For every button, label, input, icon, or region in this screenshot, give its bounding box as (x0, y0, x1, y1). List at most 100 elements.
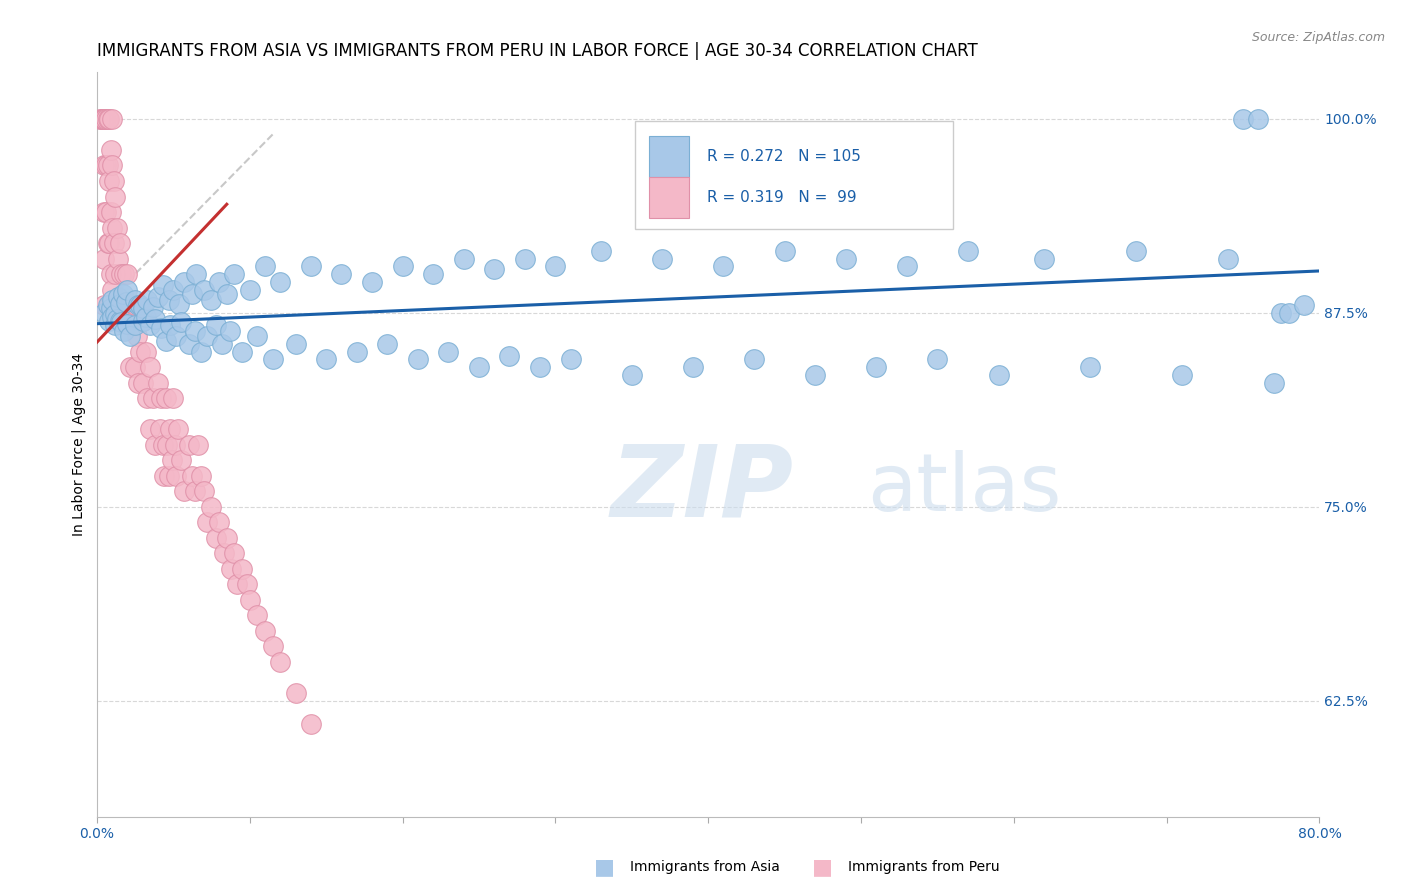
Point (142, 300, 165, 314)
Point (89, 112, 111, 126)
Point (91, 112, 114, 126)
Point (284, 336, 307, 351)
Point (224, 546, 246, 560)
Point (117, 313, 139, 327)
Point (98, 235, 121, 250)
Point (299, 716, 322, 731)
Point (153, 468, 176, 483)
Y-axis label: In Labor Force | Age 30-34: In Labor Force | Age 30-34 (72, 353, 86, 536)
Point (98, 112, 121, 126)
Point (1270, 306, 1292, 320)
Point (212, 546, 235, 560)
Point (136, 391, 159, 405)
Point (987, 368, 1010, 382)
Point (1278, 306, 1301, 320)
Point (163, 438, 186, 452)
Point (155, 391, 177, 405)
Point (105, 298, 128, 312)
Point (160, 453, 183, 467)
Text: R = 0.319   N =  99: R = 0.319 N = 99 (707, 190, 856, 204)
Point (162, 391, 184, 405)
Point (96, 159, 118, 173)
Point (361, 275, 384, 289)
Point (124, 298, 146, 312)
Point (215, 287, 238, 301)
Text: Immigrants from Asia: Immigrants from Asia (630, 860, 780, 874)
Point (468, 360, 491, 375)
Point (927, 352, 949, 367)
Point (93, 159, 115, 173)
Point (713, 260, 735, 274)
Point (117, 317, 139, 331)
Point (200, 293, 222, 308)
Point (104, 307, 127, 321)
Point (139, 360, 162, 375)
Point (96, 298, 118, 312)
Point (93, 112, 115, 126)
Point (112, 325, 135, 339)
Point (91, 112, 114, 126)
Point (375, 336, 398, 351)
Point (148, 422, 170, 436)
Point (1033, 252, 1056, 266)
Point (139, 422, 162, 436)
Point (205, 318, 228, 333)
Text: atlas: atlas (868, 450, 1062, 528)
Point (330, 267, 353, 281)
Point (235, 577, 257, 591)
Point (183, 484, 205, 499)
Point (226, 577, 249, 591)
Point (299, 260, 322, 274)
Point (124, 293, 146, 308)
Point (560, 352, 582, 367)
Point (346, 344, 368, 359)
Point (127, 298, 149, 312)
Point (195, 329, 218, 343)
Point (865, 360, 887, 375)
Point (142, 391, 165, 405)
Text: R = 0.272   N = 105: R = 0.272 N = 105 (707, 149, 860, 163)
Point (437, 344, 460, 359)
Point (104, 318, 127, 333)
Point (406, 352, 429, 367)
Point (239, 592, 262, 607)
Point (422, 267, 444, 281)
Point (93, 298, 115, 312)
Point (221, 562, 243, 576)
Point (262, 640, 284, 654)
Text: Immigrants from Peru: Immigrants from Peru (848, 860, 1000, 874)
Point (136, 293, 159, 308)
Point (103, 174, 125, 188)
Point (146, 290, 169, 304)
Point (111, 287, 134, 301)
Point (107, 290, 129, 304)
Point (93, 112, 115, 126)
Point (262, 352, 284, 367)
Point (98, 298, 121, 312)
Point (1171, 368, 1194, 382)
Point (93, 205, 115, 219)
Point (190, 468, 212, 483)
Point (246, 329, 269, 343)
Point (155, 334, 177, 348)
Point (105, 312, 128, 326)
Point (391, 260, 413, 274)
Point (682, 360, 704, 375)
Point (98, 313, 121, 327)
Point (100, 143, 122, 157)
Point (101, 220, 124, 235)
Point (110, 315, 132, 329)
Point (1125, 244, 1147, 258)
FancyBboxPatch shape (634, 120, 953, 228)
Point (101, 310, 124, 325)
Point (239, 283, 262, 297)
Point (107, 252, 129, 266)
Point (108, 313, 131, 327)
Point (166, 422, 188, 436)
Point (190, 344, 212, 359)
Point (177, 438, 200, 452)
Point (269, 275, 291, 289)
Point (152, 438, 174, 452)
Point (100, 205, 122, 219)
Point (108, 296, 131, 310)
